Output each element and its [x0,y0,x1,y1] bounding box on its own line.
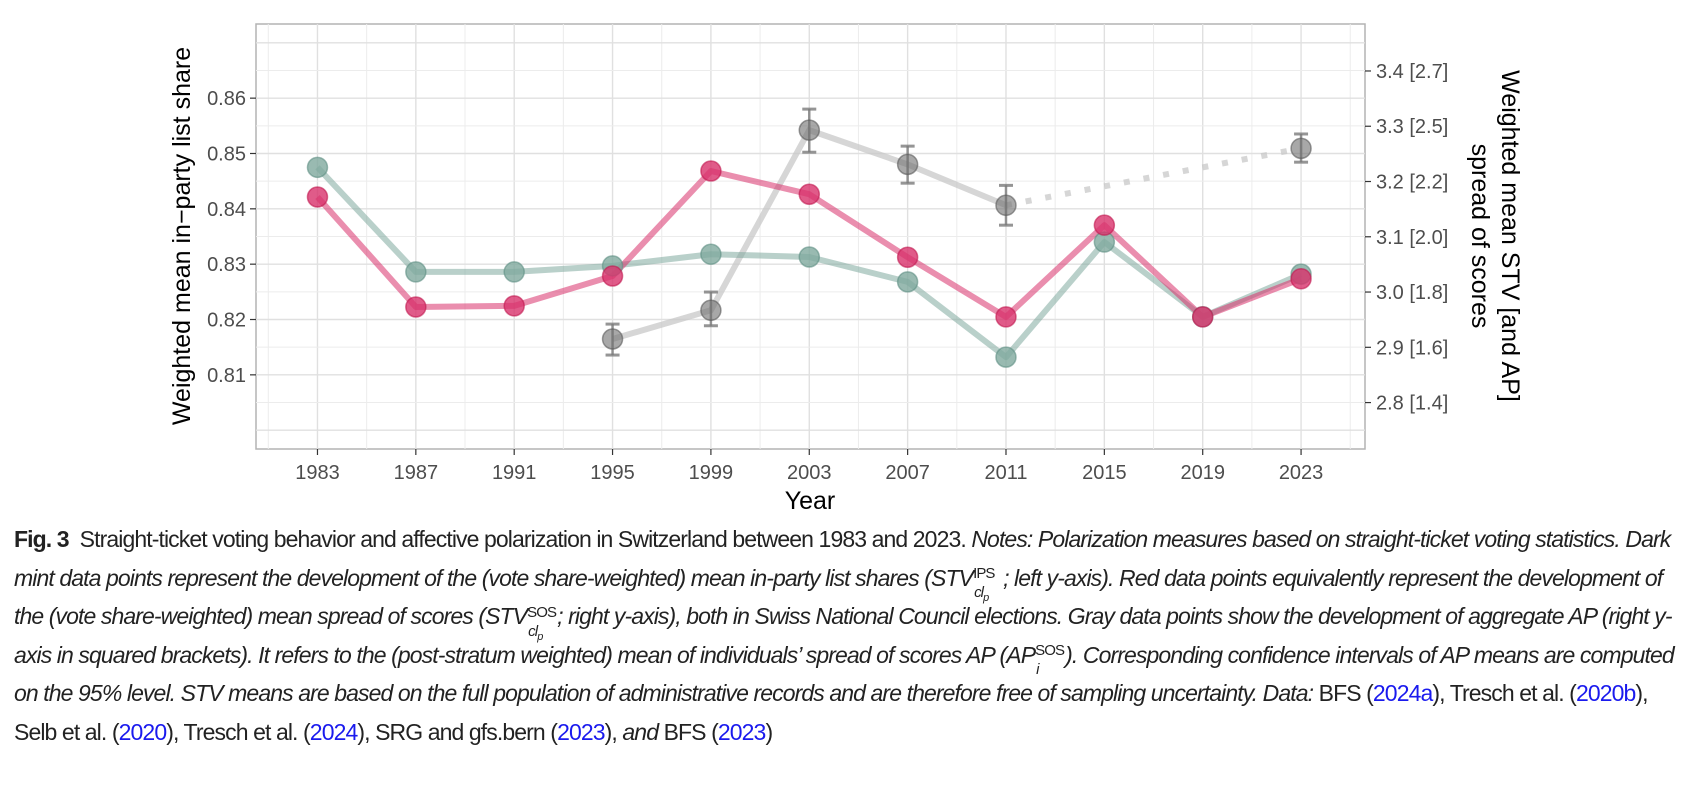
right-y-axis-title-line2: spread of scores [1466,144,1494,329]
y-left-tick-label: 0.84 [207,199,246,221]
y-left-tick-label: 0.81 [207,365,246,387]
x-tick-label: 2007 [885,462,930,484]
point-stv-sos [503,295,525,317]
caption-notes-2: ; left y-axis). Red data points equivale… [14,564,1663,630]
subscript: i [1036,661,1040,679]
subscript-p: p [537,630,543,643]
point-ap [1290,137,1312,160]
x-tick-label: 1999 [689,462,734,484]
subscript-cl: cl [974,584,984,602]
y-right-tick-label: 3.4 [2.7] [1376,61,1448,83]
subscript-cl: cl [528,622,538,640]
axes: 0.81 0.82 0.83 0.84 0.85 0.86 2.8 [1.4] 2.9 [1.… [207,61,1448,484]
x-tick-label: 2019 [1180,462,1225,484]
ap-sos-symbol: SOS i [1035,641,1065,678]
subscript: clp [974,574,989,614]
y-left-tick-label: 0.83 [207,254,246,276]
ref-text: ), Selb et al. ( [14,680,1649,745]
y-right-tick-label: 3.0 [1.8] [1376,282,1448,304]
point-stv-ips [798,246,821,268]
point-ap [798,119,821,141]
x-tick-label: 1995 [590,462,635,484]
x-tick-label: 1991 [492,462,537,484]
subscript: clp [528,613,543,653]
point-stv-sos [700,160,722,182]
y-left-tick-label: 0.85 [207,143,246,165]
point-stv-sos [1093,214,1116,236]
point-stv-ips [896,271,919,293]
caption-notes-1: Polarization measures based on straight-… [14,526,1671,591]
figure-title: Straight-ticket voting behavior and affe… [79,526,967,552]
point-ap [995,194,1017,217]
ref-link-bfs-2023[interactable]: 2023 [717,718,766,745]
superscript: IPS [973,565,995,583]
point-ap [896,153,919,176]
y-right-tick-label: 3.1 [2.0] [1376,227,1448,249]
ref-link-tresch-2020b[interactable]: 2020b [1575,680,1636,706]
right-y-axis-title-line1: Weighted mean STV [and AP] [1496,70,1524,402]
x-tick-label: 2011 [984,462,1027,484]
y-right-tick-label: 2.9 [1.6] [1376,337,1448,359]
point-stv-sos [798,183,821,205]
data-points [306,119,1312,368]
ref-link-srg-2023[interactable]: 2023 [557,718,605,745]
y-right-tick-label: 3.3 [2.5] [1376,116,1448,138]
figure-label: Fig. 3 [14,526,70,552]
notes-label: Notes: [971,526,1033,552]
point-stv-sos [1191,306,1214,328]
x-tick-label: 1983 [295,462,340,484]
ref-text: BFS ( [658,718,719,745]
point-stv-ips [995,346,1017,368]
ref-link-bfs-2024a[interactable]: 2024a [1372,680,1433,706]
ref-text: ), Tresch et al. ( [166,718,310,745]
point-stv-sos [995,306,1017,328]
stv-sos-symbol: SOS clp [527,603,557,643]
y-left-tick-label: 0.86 [207,88,246,110]
point-stv-sos [896,246,919,268]
figure-caption: Fig. 3 Straight-ticket voting behavior a… [14,520,1684,751]
chart: 0.81 0.82 0.83 0.84 0.85 0.86 2.8 [1.4] 2.9 [1.… [168,23,1524,515]
data-label: Data: [1262,680,1314,706]
y-right-tick-label: 3.2 [2.2] [1376,172,1448,194]
ref-text: ), Tresch et al. ( [1432,680,1576,706]
point-stv-ips [405,261,427,283]
ref-text: BFS ( [1318,680,1374,706]
x-tick-label: 2003 [787,462,832,484]
subscript-p: p [983,592,989,605]
point-stv-ips [306,156,329,179]
point-ap [601,328,624,350]
caption-notes-3: ; right y-axis), both in Swiss National … [14,603,1673,668]
ref-link-selb-2020[interactable]: 2020 [118,718,167,745]
superscript: SOS [1035,642,1065,660]
caption-notes-4: ). Corresponding confidence intervals of… [14,641,1675,707]
superscript: SOS [527,603,557,621]
x-tick-label: 2023 [1279,462,1324,484]
ref-text: ), SRG and gfs.bern ( [357,718,558,745]
point-ap [700,299,722,322]
y-right-tick-label: 2.8 [1.4] [1376,393,1448,415]
x-tick-label: 1987 [394,462,439,484]
x-tick-label: 2015 [1082,462,1127,484]
point-stv-sos [601,265,624,287]
point-stv-sos [1290,268,1312,290]
point-stv-ips [700,243,722,265]
point-stv-ips [503,261,525,283]
ref-text: ) [765,718,773,745]
ref-text: ), [604,718,623,745]
and-word: and [622,718,659,745]
point-stv-sos [405,296,427,318]
x-axis-title: Year [785,487,836,515]
point-stv-sos [306,186,329,208]
stv-ips-symbol: IPS clp [973,564,1003,604]
left-y-axis-title: Weighted mean in−party list share [168,47,196,425]
y-left-tick-label: 0.82 [207,310,246,332]
ref-link-tresch-2024[interactable]: 2024 [309,718,358,745]
